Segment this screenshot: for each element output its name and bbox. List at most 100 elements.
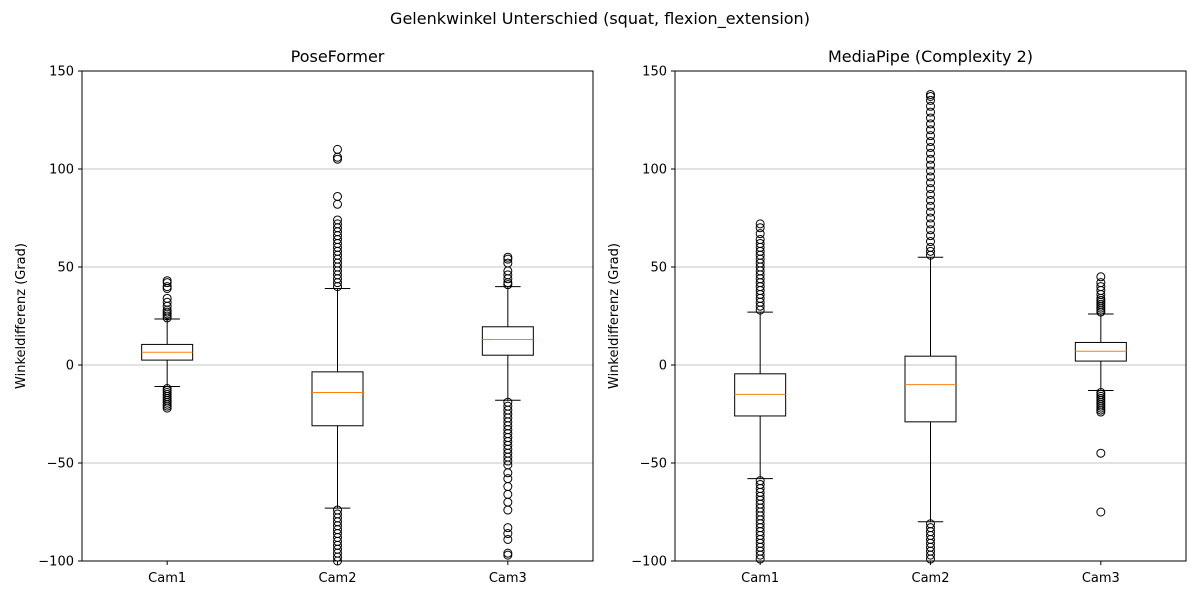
- box-cam3: [481, 252, 534, 560]
- y-tick-label: 150: [642, 65, 667, 80]
- outlier-point: [926, 101, 935, 111]
- outlier-point: [503, 474, 513, 484]
- x-tick-label-cam3: Cam3: [489, 571, 527, 586]
- outlier-point: [926, 137, 935, 147]
- outlier-point: [926, 231, 935, 241]
- outlier-point: [333, 144, 342, 154]
- outlier-point: [503, 497, 513, 507]
- outlier-point: [1096, 272, 1106, 282]
- y-tick-label: 100: [49, 163, 74, 178]
- outlier-point: [1096, 282, 1106, 292]
- subplot-1: −100 −50 0 50 100 150 Cam1 Cam2 Cam3 PoseFormer Wi…: [14, 47, 594, 586]
- outlier-point: [333, 219, 342, 229]
- outlier-point: [926, 225, 935, 235]
- outlier-point: [926, 148, 935, 158]
- x-tick-label-cam1: Cam1: [741, 571, 779, 586]
- outlier-point: [926, 219, 935, 229]
- outlier-point: [503, 456, 513, 466]
- x-tick-label-cam2: Cam2: [912, 571, 950, 586]
- iqr-box: [904, 355, 957, 423]
- outlier-point: [162, 282, 172, 292]
- iqr-box: [481, 326, 534, 356]
- outlier-point: [755, 235, 765, 245]
- outlier-point: [503, 482, 513, 492]
- outlier-point: [926, 90, 935, 100]
- y-tick-label: −50: [640, 457, 667, 472]
- outlier-point: [1096, 448, 1106, 458]
- y-tick-label: −100: [38, 555, 74, 570]
- subplot-2: −100 −50 0 50 100 150 Cam1 Cam2 Cam3 MediaPipe (C…: [607, 47, 1187, 586]
- y-tick-label: 50: [57, 261, 74, 276]
- outlier-point: [926, 142, 935, 152]
- outlier-point: [926, 246, 935, 256]
- outlier-point: [162, 293, 172, 303]
- outlier-point: [503, 548, 513, 558]
- outlier-point: [926, 131, 935, 141]
- outlier-point: [926, 95, 935, 105]
- outlier-point: [926, 195, 935, 205]
- outlier-point: [926, 166, 935, 176]
- y-axis-label: Winkeldifferenz (Grad): [14, 243, 29, 389]
- iqr-box: [311, 371, 364, 427]
- box-cam3: [1074, 272, 1127, 517]
- outlier-point: [926, 107, 935, 117]
- x-tick-label-cam2: Cam2: [319, 571, 357, 586]
- outlier-point: [333, 154, 342, 164]
- outlier-point: [926, 125, 935, 135]
- outlier-point: [755, 229, 765, 239]
- x-tick-label-cam3: Cam3: [1082, 571, 1120, 586]
- box-cam1: [734, 219, 787, 564]
- outlier-point: [926, 213, 935, 223]
- outlier-point: [1096, 278, 1106, 288]
- outlier-point: [926, 119, 935, 129]
- figure-title: Gelenkwinkel Unterschied (squat, flexion…: [390, 9, 810, 28]
- box-cam2: [311, 144, 364, 566]
- y-axis-label: Winkeldifferenz (Grad): [607, 243, 622, 389]
- outlier-point: [503, 534, 513, 544]
- box-cam2: [904, 90, 957, 564]
- outlier-point: [503, 489, 513, 499]
- outlier-point: [333, 152, 342, 162]
- outlier-point: [926, 201, 935, 211]
- outlier-point: [926, 184, 935, 194]
- y-tick-label: 100: [642, 163, 667, 178]
- outlier-point: [162, 297, 172, 307]
- outlier-point: [926, 178, 935, 188]
- subplot-title: MediaPipe (Complexity 2): [828, 47, 1033, 66]
- outlier-point: [1096, 507, 1106, 517]
- outlier-point: [503, 523, 513, 533]
- outlier-point: [503, 270, 513, 280]
- y-tick-label: −50: [47, 457, 74, 472]
- outlier-point: [333, 199, 342, 209]
- outlier-point: [926, 189, 935, 199]
- y-tick-label: −100: [631, 555, 667, 570]
- y-tick-label: 0: [659, 359, 667, 374]
- outlier-point: [755, 238, 765, 248]
- outlier-point: [926, 160, 935, 170]
- outlier-point: [755, 219, 765, 229]
- y-tick-label: 50: [650, 261, 667, 276]
- outlier-point: [926, 237, 935, 247]
- outlier-point: [755, 550, 765, 560]
- x-tick-label-cam1: Cam1: [148, 571, 186, 586]
- outlier-point: [503, 550, 513, 560]
- outlier-point: [503, 529, 513, 539]
- outlier-point: [503, 252, 513, 262]
- outlier-point: [503, 505, 513, 515]
- outlier-point: [926, 154, 935, 164]
- outlier-point: [926, 207, 935, 217]
- y-tick-label: 150: [49, 65, 74, 80]
- outlier-point: [926, 172, 935, 182]
- subplot-title: PoseFormer: [291, 47, 385, 66]
- outlier-point: [1096, 407, 1106, 417]
- outlier-point: [503, 468, 513, 478]
- outlier-point: [755, 223, 765, 233]
- outlier-point: [333, 191, 342, 201]
- outlier-point: [162, 403, 172, 413]
- outlier-point: [926, 113, 935, 123]
- y-tick-label: 0: [66, 359, 74, 374]
- outlier-point: [162, 276, 172, 286]
- outlier-point: [926, 242, 935, 252]
- outlier-point: [926, 550, 935, 560]
